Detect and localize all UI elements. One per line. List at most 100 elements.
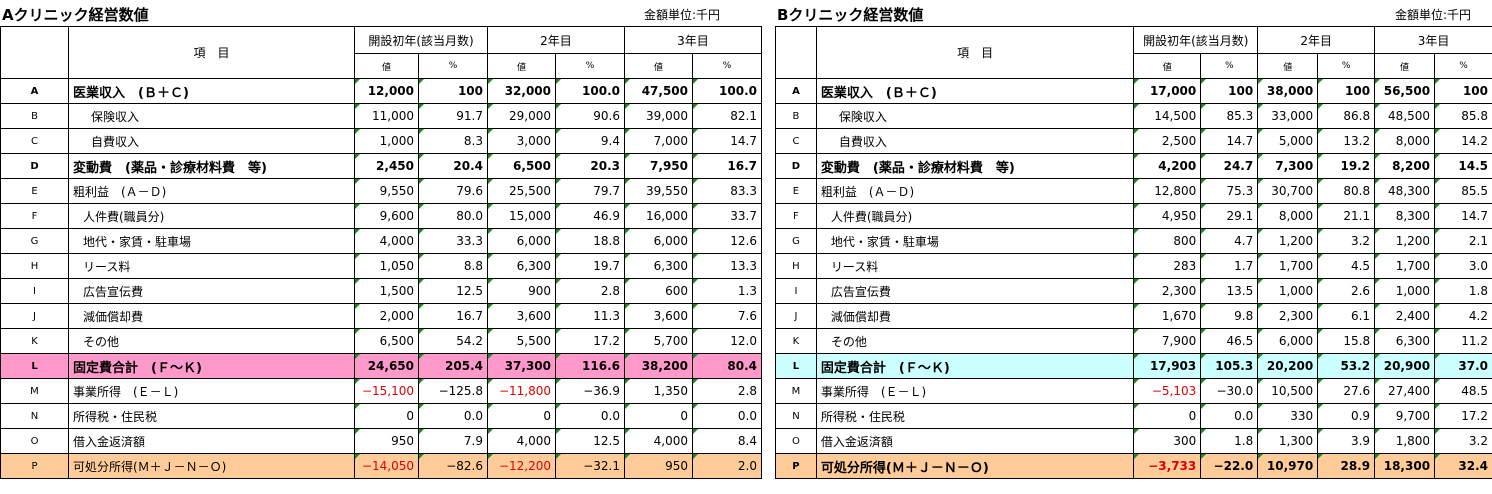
row-code: N	[775, 403, 817, 429]
percent-cell: −30.0	[1200, 378, 1259, 404]
value-cell: 8,000	[1257, 203, 1319, 229]
percent-cell: 24.7	[1200, 153, 1259, 179]
row-label: 保険収入	[68, 103, 355, 129]
row-label: 自費収入	[68, 128, 355, 154]
value-cell: 6,300	[624, 253, 693, 279]
table-row: C 自費収入 1,000 8.3 3,000 9.4 7,000 14.7	[0, 128, 762, 154]
row-label: 可処分所得(Ｍ＋Ｊ－Ｎ－Ｏ)	[815, 453, 1135, 479]
value-cell: 4,950	[1133, 203, 1202, 229]
percent-cell: 75.3	[1200, 178, 1259, 204]
percent-cell: 0.0	[555, 403, 625, 429]
value-cell: 39,000	[624, 103, 693, 129]
value-cell: 800	[1133, 228, 1202, 254]
value-cell: 3,600	[624, 303, 693, 329]
percent-cell: 100.0	[692, 78, 762, 104]
value-cell: 12,000	[354, 78, 419, 104]
row-code: I	[0, 278, 69, 304]
value-cell: 2,300	[1257, 303, 1319, 329]
percent-cell: 16.7	[692, 153, 762, 179]
clinic-b-table: 項 目 開設初年(該当月数) 2年目 3年目 値 % 値 % 値 % A 医業収入…	[775, 26, 1492, 479]
value-cell: 9,700	[1374, 403, 1436, 429]
percent-cell: 14.7	[692, 128, 762, 154]
row-label: 粗利益 (Ａ－Ｄ)	[815, 178, 1135, 204]
percent-cell: 6.1	[1317, 303, 1376, 329]
value-header: 値	[1257, 53, 1319, 79]
percent-cell: 4.7	[1200, 228, 1259, 254]
value-cell: 950	[624, 453, 693, 479]
value-cell: 330	[1257, 403, 1319, 429]
row-code: E	[775, 178, 817, 204]
table-row: A 医業収入 (Ｂ＋Ｃ) 12,000 100 32,000 100.0 47,500 100…	[0, 78, 762, 104]
value-cell: 1,700	[1257, 253, 1319, 279]
table-row: A 医業収入 (Ｂ＋Ｃ) 17,000 100 38,000 100 56,500 100	[775, 78, 1492, 104]
value-cell: 1,200	[1257, 228, 1319, 254]
percent-cell: 1.8	[1434, 278, 1492, 304]
value-cell: 4,200	[1133, 153, 1202, 179]
percent-cell: 0.0	[1200, 403, 1259, 429]
value-header: 値	[487, 53, 556, 79]
value-cell: 6,300	[1374, 328, 1436, 354]
row-label: 広告宣伝費	[815, 278, 1135, 304]
percent-cell: 33.3	[418, 228, 488, 254]
percent-cell: 12.0	[692, 328, 762, 354]
value-cell: 2,450	[354, 153, 419, 179]
value-cell: 6,500	[354, 328, 419, 354]
table-row: G 地代・家賃・駐車場 4,000 33.3 6,000 18.8 6,000 12.6	[0, 228, 762, 254]
row-label: 可処分所得(Ｍ＋Ｊ－Ｎ－Ｏ)	[68, 453, 355, 479]
table-row: D 変動費 (薬品・診療材料費 等) 2,450 20.4 6,500 20.3 7,950…	[0, 153, 762, 179]
clinic-a-panel: Aクリニック経営数値 金額単位:千円 項 目 開設初年(該当月数) 2年目 3年…	[0, 0, 766, 479]
value-cell: 1,000	[354, 128, 419, 154]
percent-cell: 80.4	[692, 353, 762, 379]
row-label: 借入金返済額	[815, 428, 1135, 454]
value-cell: 38,200	[624, 353, 693, 379]
percent-cell: 54.2	[418, 328, 488, 354]
percent-cell: 53.2	[1317, 353, 1376, 379]
code-header	[775, 26, 817, 79]
percent-cell: 37.0	[1434, 353, 1492, 379]
table-body: A 医業収入 (Ｂ＋Ｃ) 17,000 100 38,000 100 56,500 100 B 保…	[775, 78, 1492, 479]
row-code: B	[775, 103, 817, 129]
clinic-b-panel: Bクリニック経営数値 金額単位:千円 項 目 開設初年(該当月数) 2年目 3年…	[775, 0, 1492, 479]
percent-cell: −125.8	[418, 378, 488, 404]
table-body: A 医業収入 (Ｂ＋Ｃ) 12,000 100 32,000 100.0 47,500 100…	[0, 78, 762, 479]
percent-cell: 205.4	[418, 353, 488, 379]
table-row: B 保険収入 11,000 91.7 29,000 90.6 39,000 82.1	[0, 103, 762, 129]
value-cell: −14,050	[354, 453, 419, 479]
row-code: E	[0, 178, 69, 204]
table-row: H リース料 1,050 8.8 6,300 19.7 6,300 13.3	[0, 253, 762, 279]
percent-cell: 2.8	[555, 278, 625, 304]
period-header-year2: 2年目	[1257, 26, 1376, 54]
percent-cell: 82.1	[692, 103, 762, 129]
table-row: P 可処分所得(Ｍ＋Ｊ－Ｎ－Ｏ) −14,050 −82.6 −12,200 −32.1 9…	[0, 453, 762, 479]
row-label: 所得税・住民税	[815, 403, 1135, 429]
value-cell: 0	[1133, 403, 1202, 429]
percent-cell: 90.6	[555, 103, 625, 129]
unit-label: 金額単位:千円	[1395, 8, 1472, 22]
row-label: 変動費 (薬品・診療材料費 等)	[68, 153, 355, 179]
pct-header: %	[692, 53, 762, 79]
value-cell: 24,650	[354, 353, 419, 379]
value-cell: −12,200	[487, 453, 556, 479]
percent-cell: 27.6	[1317, 378, 1376, 404]
period-header-year3: 3年目	[624, 26, 762, 54]
value-cell: 6,000	[624, 228, 693, 254]
table-row: F 人件費(職員分) 9,600 80.0 15,000 46.9 16,000 33.7	[0, 203, 762, 229]
percent-cell: 3.9	[1317, 428, 1376, 454]
percent-cell: 14.5	[1434, 153, 1492, 179]
table-row: N 所得税・住民税 0 0.0 0 0.0 0 0.0	[0, 403, 762, 429]
value-cell: 32,000	[487, 78, 556, 104]
table-row: E 粗利益 (Ａ－Ｄ) 12,800 75.3 30,700 80.8 48,300 85.5	[775, 178, 1492, 204]
row-label: 変動費 (薬品・診療材料費 等)	[815, 153, 1135, 179]
value-cell: 4,000	[487, 428, 556, 454]
row-code: F	[775, 203, 817, 229]
value-cell: 6,300	[487, 253, 556, 279]
table-row: P 可処分所得(Ｍ＋Ｊ－Ｎ－Ｏ) −3,733 −22.0 10,970 28.9 18,3…	[775, 453, 1492, 479]
value-cell: 1,300	[1257, 428, 1319, 454]
percent-cell: 18.8	[555, 228, 625, 254]
value-cell: 8,300	[1374, 203, 1436, 229]
percent-cell: 17.2	[555, 328, 625, 354]
value-cell: 27,400	[1374, 378, 1436, 404]
percent-cell: 83.3	[692, 178, 762, 204]
pct-header: %	[1317, 53, 1376, 79]
percent-cell: 4.5	[1317, 253, 1376, 279]
